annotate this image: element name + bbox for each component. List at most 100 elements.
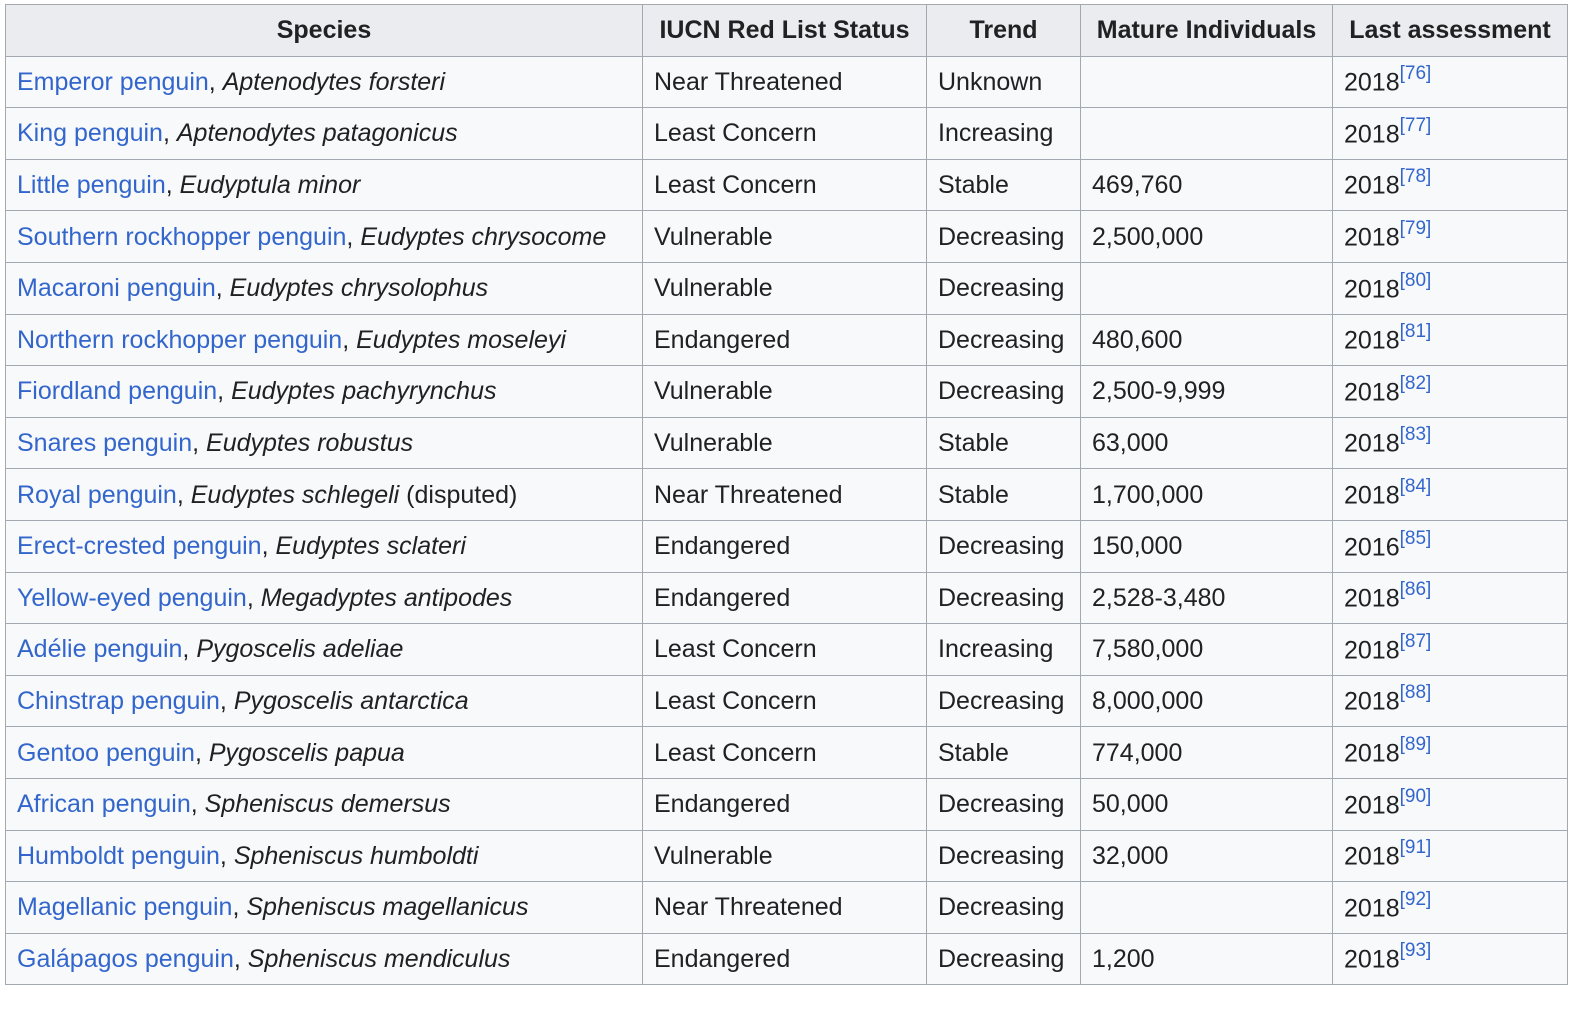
iucn-status-cell: Least Concern xyxy=(642,726,927,779)
iucn-status-cell: Least Concern xyxy=(642,674,927,728)
species-common-name-link[interactable]: African penguin xyxy=(17,790,191,819)
species-separator: , xyxy=(194,738,209,767)
citation-link[interactable]: [81] xyxy=(1399,321,1432,343)
last-assessment-cell: 2018[81] xyxy=(1332,313,1568,367)
species-cell: African penguin, Spheniscus demersus xyxy=(5,777,643,831)
species-common-name-link[interactable]: Erect-crested penguin xyxy=(17,532,262,561)
species-common-name-link[interactable]: Magellanic penguin xyxy=(17,893,233,922)
species-cell: Gentoo penguin, Pygoscelis papua xyxy=(5,726,643,779)
species-cell: Fiordland penguin, Eudyptes pachyrynchus xyxy=(5,365,643,418)
citation-link[interactable]: [92] xyxy=(1399,888,1432,910)
citation-link[interactable]: [90] xyxy=(1399,785,1432,807)
trend-cell: Stable xyxy=(926,158,1081,212)
species-common-name-link[interactable]: Southern rockhopper penguin xyxy=(17,222,347,251)
header-trend: Trend xyxy=(926,4,1081,57)
mature-individuals-cell: 150,000 xyxy=(1080,519,1333,573)
species-separator: , xyxy=(232,893,247,922)
species-scientific-name: Spheniscus humboldti xyxy=(233,841,479,870)
trend-cell: Decreasing xyxy=(926,829,1081,883)
citation-link[interactable]: [85] xyxy=(1399,527,1432,549)
assessment-year: 2018 xyxy=(1344,171,1400,200)
header-mature-individuals: Mature Individuals xyxy=(1080,4,1333,57)
table-row: Erect-crested penguin, Eudyptes sclateri… xyxy=(5,519,1568,573)
assessment-year: 2018 xyxy=(1344,894,1400,923)
assessment-year: 2018 xyxy=(1344,378,1400,407)
species-scientific-name: Eudyptes pachyrynchus xyxy=(231,377,497,406)
citation-link[interactable]: [91] xyxy=(1399,837,1432,859)
mature-individuals-cell: 7,580,000 xyxy=(1080,623,1333,676)
citation-link[interactable]: [78] xyxy=(1399,166,1432,188)
assessment-year: 2018 xyxy=(1344,584,1400,613)
penguin-status-table: Species IUCN Red List Status Trend Matur… xyxy=(5,4,1568,986)
species-common-name-link[interactable]: Northern rockhopper penguin xyxy=(17,325,343,354)
citation-ref: [85] xyxy=(1400,528,1432,549)
species-common-name-link[interactable]: Macaroni penguin xyxy=(17,274,216,303)
assessment-year: 2018 xyxy=(1344,68,1400,97)
species-common-name-link[interactable]: Adélie penguin xyxy=(17,635,183,664)
table-row: Galápagos penguin, Spheniscus mendiculus… xyxy=(5,932,1568,986)
species-common-name-link[interactable]: Fiordland penguin xyxy=(17,377,218,406)
species-cell: Erect-crested penguin, Eudyptes sclateri xyxy=(5,519,643,573)
species-common-name-link[interactable]: Little penguin xyxy=(17,171,166,200)
species-common-name-link[interactable]: Chinstrap penguin xyxy=(17,687,220,716)
citation-link[interactable]: [89] xyxy=(1399,733,1432,755)
iucn-status-cell: Vulnerable xyxy=(642,416,927,470)
species-common-name-link[interactable]: Emperor penguin xyxy=(17,67,209,96)
citation-link[interactable]: [82] xyxy=(1399,372,1432,394)
last-assessment-cell: 2018[76] xyxy=(1332,55,1568,109)
species-common-name-link[interactable]: Royal penguin xyxy=(17,480,177,509)
citation-link[interactable]: [76] xyxy=(1399,63,1432,85)
penguin-status-table-container: Species IUCN Red List Status Trend Matur… xyxy=(5,4,1568,986)
header-last-assessment: Last assessment xyxy=(1332,4,1568,57)
citation-link[interactable]: [93] xyxy=(1399,940,1432,962)
species-common-name-link[interactable]: King penguin xyxy=(17,119,163,148)
citation-link[interactable]: [80] xyxy=(1399,269,1432,291)
species-common-name-link[interactable]: Yellow-eyed penguin xyxy=(17,583,247,612)
citation-link[interactable]: [88] xyxy=(1399,682,1432,704)
table-row: Adélie penguin, Pygoscelis adeliae Least … xyxy=(5,623,1568,676)
last-assessment-cell: 2018[83] xyxy=(1332,416,1568,470)
species-scientific-name: Eudyptes chrysolophus xyxy=(229,274,489,303)
citation-link[interactable]: [79] xyxy=(1399,218,1432,239)
table-row: Yellow-eyed penguin, Megadyptes antipode… xyxy=(5,571,1568,625)
species-scientific-name: Spheniscus magellanicus xyxy=(246,893,529,922)
mature-individuals-cell: 1,200 xyxy=(1080,932,1333,986)
citation-ref: [89] xyxy=(1400,734,1432,755)
species-separator: , xyxy=(190,790,205,819)
citation-link[interactable]: [83] xyxy=(1399,424,1432,446)
iucn-status-cell: Near Threatened xyxy=(642,881,927,934)
trend-cell: Decreasing xyxy=(926,881,1081,934)
iucn-status-cell: Endangered xyxy=(642,519,927,573)
assessment-year: 2018 xyxy=(1344,429,1400,458)
assessment-year: 2018 xyxy=(1344,945,1400,974)
citation-link[interactable]: [77] xyxy=(1399,114,1432,136)
last-assessment-cell: 2018[89] xyxy=(1332,726,1568,779)
species-cell: Adélie penguin, Pygoscelis adeliae xyxy=(5,623,643,676)
iucn-status-cell: Least Concern xyxy=(642,623,927,676)
trend-cell: Decreasing xyxy=(926,261,1081,315)
species-separator: , xyxy=(219,841,234,870)
assessment-year: 2018 xyxy=(1344,687,1400,716)
table-row: Magellanic penguin, Spheniscus magellani… xyxy=(5,881,1568,934)
species-separator: , xyxy=(176,480,191,509)
species-common-name-link[interactable]: Gentoo penguin xyxy=(17,738,195,767)
citation-link[interactable]: [84] xyxy=(1399,475,1432,497)
assessment-year: 2018 xyxy=(1344,326,1400,355)
citation-link[interactable]: [86] xyxy=(1399,579,1432,601)
citation-ref: [77] xyxy=(1400,115,1432,136)
species-common-name-link[interactable]: Humboldt penguin xyxy=(17,841,220,870)
citation-ref: [83] xyxy=(1400,424,1432,445)
species-scientific-name: Eudyptes moseleyi xyxy=(356,325,566,354)
citation-ref: [80] xyxy=(1400,270,1432,291)
iucn-status-cell: Endangered xyxy=(642,932,927,986)
species-common-name-link[interactable]: Galápagos penguin xyxy=(17,944,234,973)
species-common-name-link[interactable]: Snares penguin xyxy=(17,429,193,458)
citation-link[interactable]: [87] xyxy=(1399,630,1432,652)
species-note: (disputed) xyxy=(399,480,518,509)
iucn-status-cell: Near Threatened xyxy=(642,55,927,109)
iucn-status-cell: Vulnerable xyxy=(642,210,927,263)
species-cell: Southern rockhopper penguin, Eudyptes ch… xyxy=(5,210,643,263)
species-scientific-name: Eudyptes robustus xyxy=(206,429,414,458)
last-assessment-cell: 2018[93] xyxy=(1332,932,1568,986)
last-assessment-cell: 2018[87] xyxy=(1332,623,1568,676)
